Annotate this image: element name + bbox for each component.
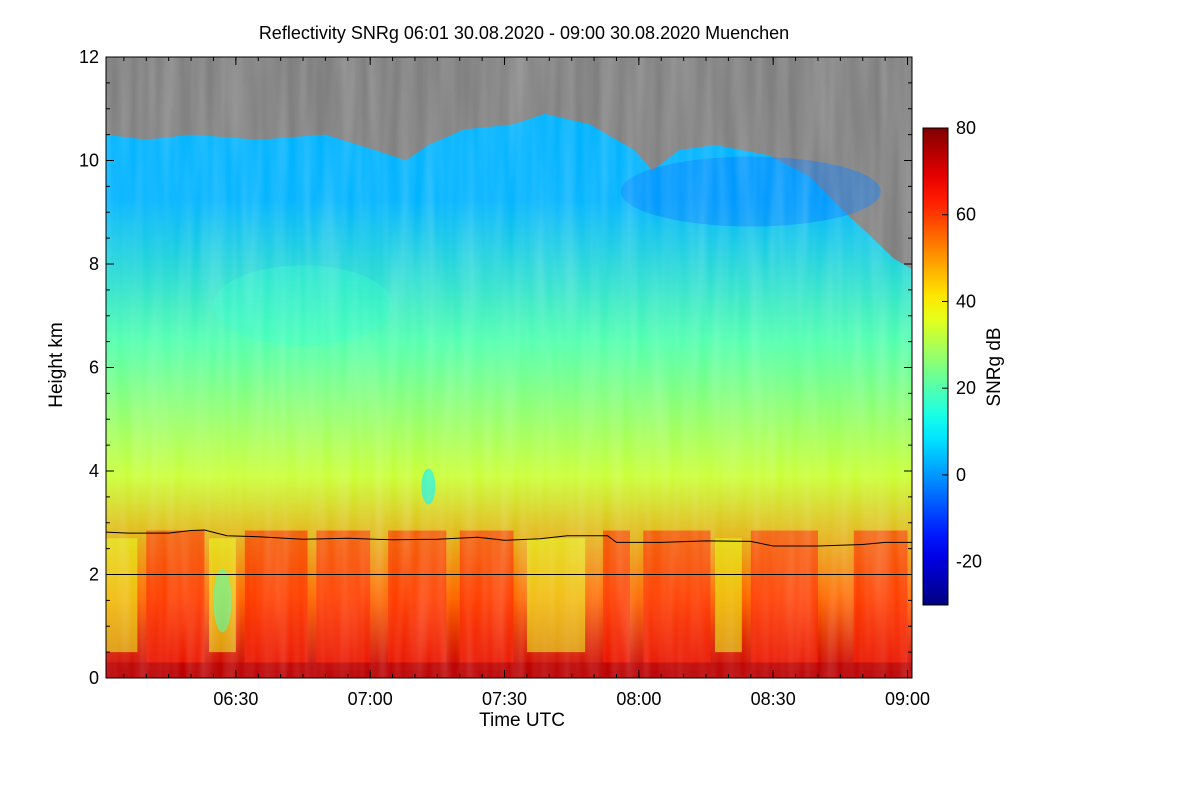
y-tick-label: 0 xyxy=(89,668,99,688)
colorbar-label: SNRg dB xyxy=(984,327,1005,406)
x-tick-label: 07:30 xyxy=(482,689,527,709)
y-tick-label: 12 xyxy=(79,47,99,67)
colorbar-tick-label: 40 xyxy=(956,291,976,311)
mixing-layer-height-line xyxy=(106,529,912,547)
y-tick-label: 6 xyxy=(89,358,99,378)
colorbar-tick-label: 80 xyxy=(956,118,976,138)
colorbar-tick-label: 60 xyxy=(956,205,976,225)
y-tick-label: 8 xyxy=(89,254,99,274)
plot-area xyxy=(106,57,912,678)
y-tick-label: 10 xyxy=(79,151,99,171)
chart-title: Reflectivity SNRg 06:01 30.08.2020 - 09:… xyxy=(259,23,789,43)
y-axis: 0 2 4 6 8 10 12 xyxy=(79,47,912,688)
x-tick-label: 07:00 xyxy=(348,689,393,709)
colorbar-axis: -20 0 20 40 60 80 xyxy=(942,118,982,572)
x-tick-label: 08:30 xyxy=(751,689,796,709)
colorbar-tick-label: 0 xyxy=(956,465,966,485)
x-tick-label: 08:00 xyxy=(616,689,661,709)
colorbar-tick-label: -20 xyxy=(956,552,982,572)
colorbar-tick-label: 20 xyxy=(956,378,976,398)
colorbar xyxy=(922,127,949,606)
fall-streak-texture xyxy=(106,57,912,678)
y-tick-label: 2 xyxy=(89,565,99,585)
x-tick-label: 09:00 xyxy=(885,689,930,709)
y-tick-label: 4 xyxy=(89,461,99,481)
x-tick-label: 06:30 xyxy=(213,689,258,709)
y-axis-label: Height km xyxy=(46,322,67,408)
x-axis-label: Time UTC xyxy=(479,710,565,731)
x-axis: 06:30 07:00 07:30 08:00 08:30 09:00 xyxy=(123,57,930,709)
